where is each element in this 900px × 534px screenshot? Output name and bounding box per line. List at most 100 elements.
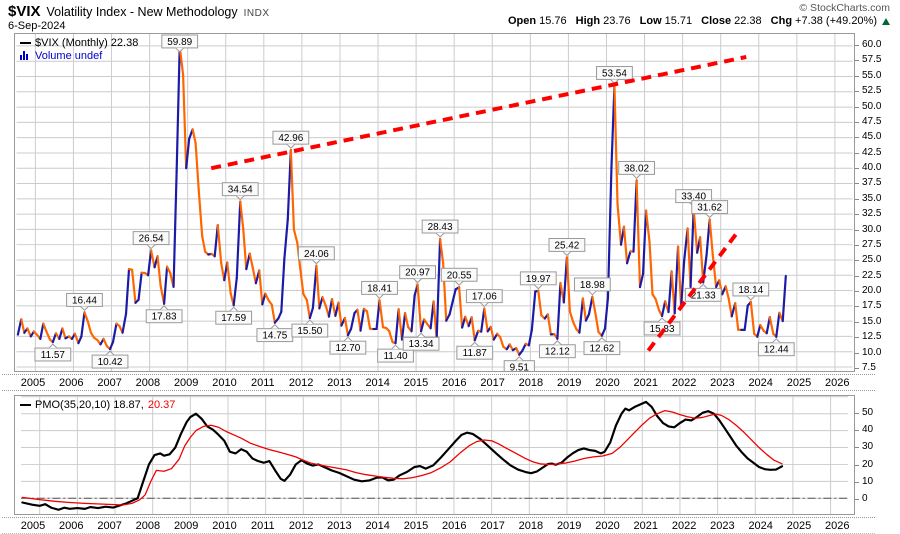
price-line-segment [51,332,58,344]
price-line-segment [689,207,695,289]
year-tick-label: 2025 [786,377,812,389]
y-tick-label: 20 [862,458,874,470]
callout-value-label: 12.12 [545,347,570,358]
y-axis-tick [855,447,859,449]
chart-title-row: $VIX Volatility Index - New Methodology … [8,3,270,20]
callout-box [402,336,440,351]
price-line-segment [359,307,366,332]
price-line-segment [759,323,765,333]
callout-pointer [375,293,384,299]
price-line-segment [416,283,423,333]
year-tick-label: 2005 [20,377,46,389]
pmo-chart-svg [21,396,848,514]
callout-pointer [588,290,597,296]
price-line-segment [537,289,543,317]
y-axis-tick [855,321,859,323]
year-tick-label: 2023 [710,377,735,389]
callout-box [583,341,621,356]
callout-value-label: 17.83 [152,312,177,323]
price-line-segment [654,297,661,312]
year-tick-label: 2021 [633,377,659,389]
callout-value-label: 26.54 [139,234,164,245]
price-line-segment [124,268,131,315]
callout-box [421,219,459,234]
y-tick-label: 30 [862,441,874,453]
price-line-segment [483,307,489,333]
callout-pointer [146,244,156,250]
price-line-segment [378,299,385,329]
price-line-segment [445,313,451,322]
price-line-segment [245,252,251,271]
price-line-segment [235,200,242,280]
callout-box [618,160,655,175]
callout-value-label: 12.62 [589,344,614,355]
year-tick-label: 2012 [288,377,314,389]
y-axis-tick [855,481,859,483]
price-line-segment [568,310,575,324]
pmo-chart-panel [14,395,855,515]
callout-box [132,231,170,246]
callout-value-label: 25.42 [554,240,579,251]
callout-box [548,237,586,252]
price-line-segment [216,224,223,265]
callout-value-label: 9.51 [510,363,530,371]
year-tick-label: 2013 [327,377,352,389]
callout-pointer [470,341,480,347]
price-line-segment [251,266,257,285]
y-tick-label: 12.5 [862,331,882,343]
year-tick-label: 2015 [403,377,429,389]
price-line-segment [403,312,410,329]
callout-value-label: 11.57 [41,350,66,361]
vix-line-swatch-icon [20,41,31,44]
callout-pointer [514,355,524,362]
callout-pointer [416,332,426,338]
pmo-line-swatch-icon [20,403,31,406]
symbol-label: $VIX [8,3,41,20]
price-line-segment [387,329,394,344]
callout-pointer [229,306,239,312]
callout-value-label: 42.96 [278,133,303,144]
y-axis-tick [855,275,859,277]
callout-box [538,344,576,359]
callout-pointer [286,143,296,149]
price-line-segment [39,322,45,340]
callout-pointer [413,278,422,284]
price-line-segment [708,218,714,256]
callout-value-label: 12.70 [335,343,360,354]
year-tick-label: 2020 [595,520,620,532]
year-tick-label: 2006 [59,520,84,532]
price-line-segment [175,45,181,173]
price-line-segment [673,245,680,315]
price-line-segment [83,311,90,323]
price-line-segment [248,252,254,270]
y-tick-label: 57.5 [862,54,882,66]
pmo-legend: PMO(35,20,10) 18.87, 20.37 [20,398,175,411]
price-line-segment [264,292,270,302]
chg-label: Chg [770,15,793,27]
y-axis-tick [855,337,859,339]
y-tick-label: 50.0 [862,100,882,112]
price-line-segment [749,300,756,335]
callout-value-label: 11.87 [463,348,488,359]
callout-box [399,265,436,280]
callout-pointer [312,259,321,265]
price-line-segment [315,264,321,310]
callout-value-label: 18.98 [580,280,605,291]
price-line-segment [768,316,775,335]
callout-pointer [343,336,353,342]
y-axis-tick [855,214,859,216]
trendline [646,230,740,352]
price-line-segment [743,304,749,331]
callout-value-label: 17.06 [472,292,497,303]
y-axis-tick [855,430,859,432]
callout-value-label: 21.33 [691,290,716,301]
y-tick-label: 0 [862,493,868,504]
price-line-segment [400,312,407,341]
y-tick-label: 50 [862,407,874,418]
price-line-segment [578,297,585,334]
price-line-segment [258,269,264,306]
price-line-segment [80,311,86,338]
price-line-segment [149,249,156,269]
price-line-segment [676,245,683,309]
x-axis-mid: 2005 2006 2007 2008 2009 2010 2011 2012 2013 2014… [2,374,875,391]
